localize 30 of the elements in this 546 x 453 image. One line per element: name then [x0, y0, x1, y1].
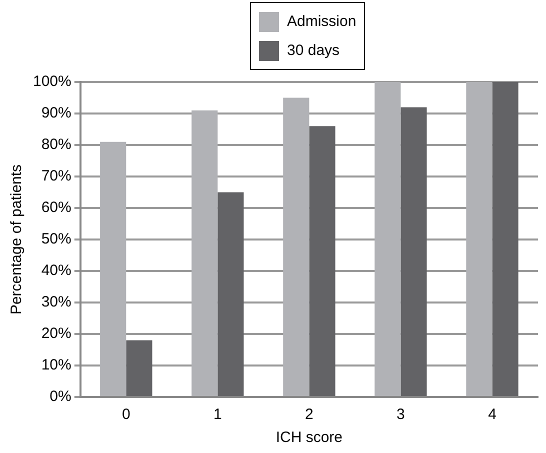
- bar: [126, 340, 152, 396]
- y-tick-label: 20%: [41, 325, 72, 342]
- x-axis-title: ICH score: [276, 429, 343, 446]
- x-tick-label: 0: [122, 406, 130, 424]
- legend-label: 30 days: [287, 42, 340, 59]
- y-tick-label: 0%: [50, 388, 72, 406]
- bar: [283, 98, 310, 396]
- x-tick-label: 2: [305, 406, 314, 424]
- x-tick-label: 1: [213, 406, 222, 424]
- y-axis-title: Percentage of patients: [8, 164, 26, 315]
- x-tick-label: 3: [396, 406, 405, 424]
- bar: [374, 82, 401, 396]
- y-tick-label: 60%: [41, 199, 72, 216]
- bar: [100, 142, 126, 396]
- y-tick-label: 70%: [41, 168, 72, 185]
- bar: [466, 82, 492, 396]
- y-tick-label: 10%: [41, 356, 72, 374]
- y-tick-label: 100%: [32, 73, 72, 90]
- y-tick-label: 50%: [41, 230, 72, 248]
- bar: [309, 126, 336, 396]
- y-tick-label: 80%: [41, 136, 72, 154]
- bar: [400, 107, 427, 396]
- bar: [492, 82, 518, 396]
- bar: [192, 110, 218, 396]
- bar: [218, 192, 244, 396]
- y-tick-label: 30%: [41, 294, 72, 311]
- y-tick-label: 90%: [41, 104, 72, 122]
- legend-label: Admission: [287, 13, 356, 30]
- y-tick-label: 40%: [41, 262, 72, 280]
- x-tick-label: 4: [488, 406, 496, 424]
